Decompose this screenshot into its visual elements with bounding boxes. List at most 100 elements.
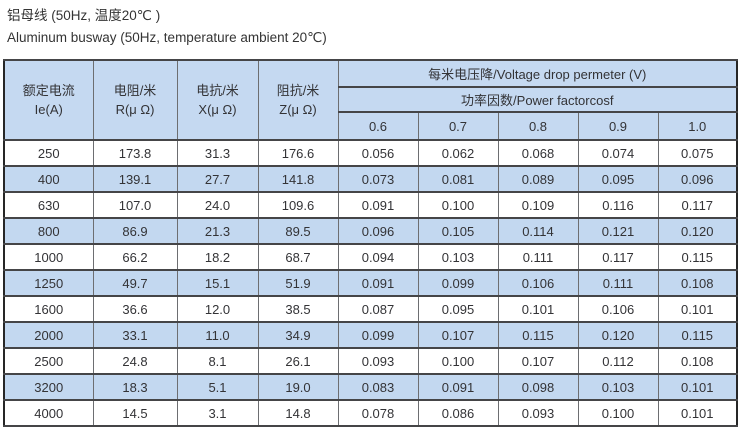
table-row: 630 107.0 24.0 109.6 0.091 0.100 0.109 0.116 0.1…: [3, 191, 738, 219]
table-cell: 107.0: [92, 191, 178, 219]
table-cell: 12.0: [176, 295, 259, 323]
cell-rated-current: 800: [3, 217, 94, 245]
table-cell: 0.106: [497, 269, 579, 297]
table-cell: 36.6: [92, 295, 178, 323]
table-cell: 89.5: [257, 217, 339, 245]
table-cell: 24.8: [92, 347, 178, 375]
col-header-resistance: 电阻/米 R(μ Ω): [92, 59, 178, 141]
col-header-impedance: 阻抗/米 Z(μ Ω): [257, 59, 339, 141]
pf-value-header: 0.7: [417, 111, 499, 141]
table-cell: 31.3: [176, 139, 259, 167]
table-row: 1600 36.6 12.0 38.5 0.087 0.095 0.101 0.106 0.10…: [3, 295, 738, 323]
table-cell: 15.1: [176, 269, 259, 297]
table-cell: 8.1: [176, 347, 259, 375]
table-cell: 0.098: [497, 373, 579, 401]
table-cell: 0.099: [337, 321, 419, 349]
table-cell: 0.056: [337, 139, 419, 167]
table-row: 1000 66.2 18.2 68.7 0.094 0.103 0.111 0.117 0.11…: [3, 243, 738, 271]
pf-value-header: 0.6: [337, 111, 419, 141]
table-cell: 0.087: [337, 295, 419, 323]
table-cell: 0.120: [657, 217, 738, 245]
table-cell: 109.6: [257, 191, 339, 219]
table-cell: 0.103: [577, 373, 659, 401]
table-cell: 0.100: [577, 399, 659, 427]
table-cell: 66.2: [92, 243, 178, 271]
table-row: 400 139.1 27.7 141.8 0.073 0.081 0.089 0.095 0.0…: [3, 165, 738, 193]
cell-rated-current: 630: [3, 191, 94, 219]
col-header-reactance-unit: X(μ Ω): [198, 102, 237, 117]
table-cell: 0.075: [657, 139, 738, 167]
table-cell: 0.115: [497, 321, 579, 349]
table-cell: 0.106: [577, 295, 659, 323]
table-cell: 0.111: [577, 269, 659, 297]
col-header-voltage-drop: 每米电压降/Voltage drop permeter (V): [337, 59, 738, 88]
table-cell: 21.3: [176, 217, 259, 245]
table-cell: 11.0: [176, 321, 259, 349]
cell-rated-current: 3200: [3, 373, 94, 401]
table-cell: 0.078: [337, 399, 419, 427]
table-cell: 0.101: [657, 399, 738, 427]
col-header-reactance: 电抗/米 X(μ Ω): [176, 59, 259, 141]
table-cell: 0.081: [417, 165, 499, 193]
table-cell: 86.9: [92, 217, 178, 245]
cell-rated-current: 400: [3, 165, 94, 193]
table-body: 250 173.8 31.3 176.6 0.056 0.062 0.068 0.074 0.0…: [3, 139, 738, 427]
pf-value-header: 1.0: [657, 111, 738, 141]
table-cell: 0.115: [657, 321, 738, 349]
table-cell: 5.1: [176, 373, 259, 401]
table-cell: 0.111: [497, 243, 579, 271]
table-cell: 173.8: [92, 139, 178, 167]
table-cell: 0.091: [337, 191, 419, 219]
table-cell: 0.094: [337, 243, 419, 271]
table-cell: 0.101: [657, 295, 738, 323]
table-cell: 141.8: [257, 165, 339, 193]
cell-rated-current: 1250: [3, 269, 94, 297]
table-row: 800 86.9 21.3 89.5 0.096 0.105 0.114 0.121 0.120: [3, 217, 738, 245]
table-row: 2000 33.1 11.0 34.9 0.099 0.107 0.115 0.120 0.11…: [3, 321, 738, 349]
table-cell: 34.9: [257, 321, 339, 349]
table-cell: 176.6: [257, 139, 339, 167]
col-header-resistance-zh: 电阻/米: [113, 83, 157, 98]
table-row: 3200 18.3 5.1 19.0 0.083 0.091 0.098 0.103 0.101: [3, 373, 738, 401]
table-cell: 0.095: [417, 295, 499, 323]
table-cell: 0.108: [657, 269, 738, 297]
cell-rated-current: 1600: [3, 295, 94, 323]
table-cell: 0.109: [497, 191, 579, 219]
col-header-rated-current-unit: Ie(A): [34, 102, 63, 117]
table-row: 4000 14.5 3.1 14.8 0.078 0.086 0.093 0.100 0.101: [3, 399, 738, 427]
table-cell: 3.1: [176, 399, 259, 427]
header-row-pf-values: 0.6 0.7 0.8 0.9 1.0: [4, 111, 738, 141]
table-cell: 18.2: [176, 243, 259, 271]
table-cell: 0.095: [577, 165, 659, 193]
table-cell: 0.089: [497, 165, 579, 193]
busway-spec-table: 额定电流 Ie(A) 电阻/米 R(μ Ω) 电抗/米 X(μ Ω) 阻抗/米 …: [3, 59, 739, 427]
table-cell: 0.073: [337, 165, 419, 193]
cell-rated-current: 250: [3, 139, 94, 167]
col-header-resistance-unit: R(μ Ω): [115, 102, 155, 117]
table-cell: 0.099: [417, 269, 499, 297]
col-header-impedance-unit: Z(μ Ω): [279, 102, 317, 117]
table-cell: 0.091: [417, 373, 499, 401]
table-cell: 0.096: [337, 217, 419, 245]
col-header-rated-current: 额定电流 Ie(A): [3, 59, 94, 141]
table-cell: 49.7: [92, 269, 178, 297]
header-row-top: 额定电流 Ie(A) 电阻/米 R(μ Ω) 电抗/米 X(μ Ω) 阻抗/米 …: [3, 59, 738, 141]
table-cell: 0.116: [577, 191, 659, 219]
table-cell: 0.121: [577, 217, 659, 245]
table-cell: 51.9: [257, 269, 339, 297]
table-cell: 0.103: [417, 243, 499, 271]
table-cell: 24.0: [176, 191, 259, 219]
table-cell: 0.107: [417, 321, 499, 349]
table-cell: 0.068: [497, 139, 579, 167]
cell-rated-current: 1000: [3, 243, 94, 271]
table-cell: 0.093: [337, 347, 419, 375]
table-cell: 0.114: [497, 217, 579, 245]
table-cell: 0.062: [417, 139, 499, 167]
cell-rated-current: 2000: [3, 321, 94, 349]
title-block: 铝母线 (50Hz, 温度20℃ ) Aluminum busway (50Hz…: [0, 0, 739, 49]
header-row-power-factor: 功率因数/Power factorcosf: [4, 86, 738, 113]
table-cell: 38.5: [257, 295, 339, 323]
table-cell: 33.1: [92, 321, 178, 349]
cell-rated-current: 4000: [3, 399, 94, 427]
